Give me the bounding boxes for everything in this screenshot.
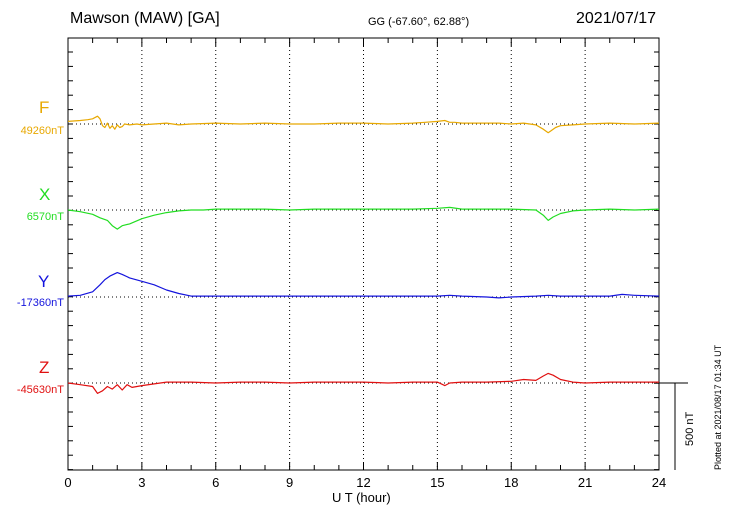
series-label-x: X <box>39 185 51 204</box>
series-label-z: Z <box>39 358 50 377</box>
x-tick-label: 15 <box>430 475 444 490</box>
series-label-f: F <box>39 98 50 117</box>
x-tick-label: 18 <box>504 475 518 490</box>
series-line-y <box>67 272 660 299</box>
series-label-y: Y <box>38 272 50 291</box>
baseline-value-y: -17360nT <box>16 297 64 309</box>
series-line-f <box>67 115 660 134</box>
baseline-value-f: 49260nT <box>20 125 64 137</box>
x-tick-label: 12 <box>356 475 370 490</box>
baseline-value-z: -45630nT <box>16 384 64 396</box>
station-coordinates: GG (-67.60°, 62.88°) <box>368 16 470 28</box>
x-tick-label: 3 <box>138 475 145 490</box>
scale-bar <box>659 382 688 470</box>
series-line-z <box>67 372 659 394</box>
x-axis-label: U T (hour) <box>332 490 391 505</box>
station-title: Mawson (MAW) [GA] <box>70 10 220 27</box>
scale-bar-label: 500 nT <box>684 411 696 446</box>
series-line-x <box>67 206 660 230</box>
x-tick-label: 9 <box>286 475 293 490</box>
x-tick-label: 6 <box>212 475 219 490</box>
plotted-timestamp: Plotted at 2021/08/17 01:34 UT <box>713 344 723 470</box>
x-tick-label: 0 <box>64 475 71 490</box>
x-tick-label: 24 <box>652 475 666 490</box>
baseline-value-x: 6570nT <box>26 211 64 223</box>
chart-date: 2021/07/17 <box>576 10 657 27</box>
x-tick-label: 21 <box>578 475 592 490</box>
